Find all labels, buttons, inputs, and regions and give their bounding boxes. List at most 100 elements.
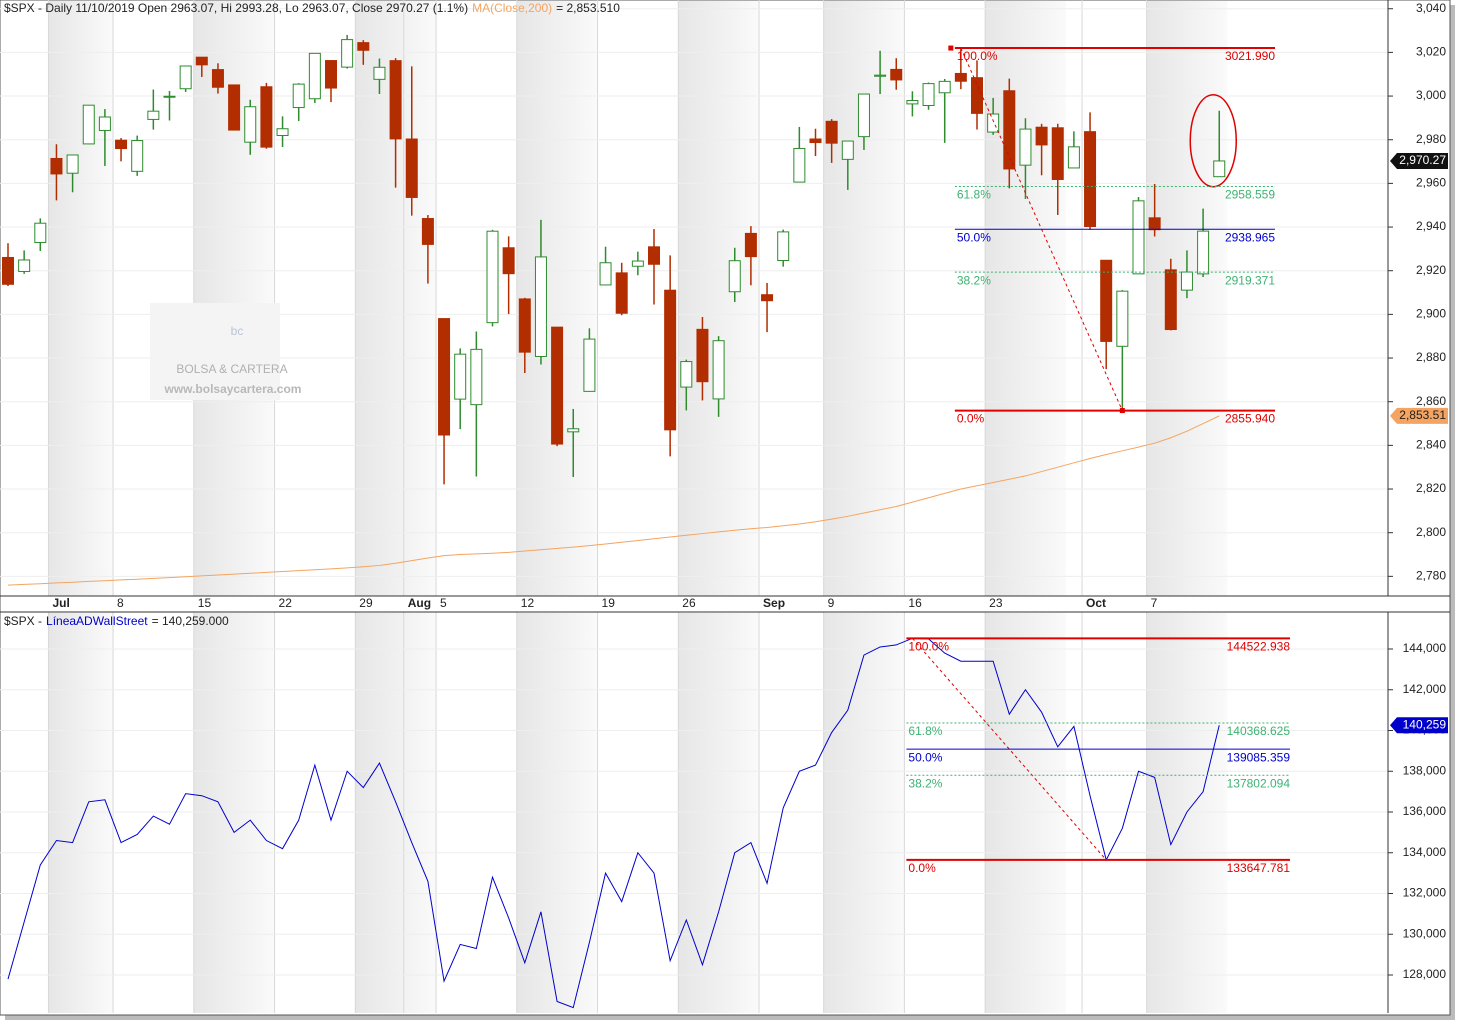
candle-body: [454, 353, 467, 400]
candle-body: [1197, 230, 1210, 275]
y-tick-label: 138,000: [1403, 763, 1447, 777]
candle-body: [567, 428, 580, 433]
candle-body: [373, 66, 386, 80]
candle-body: [34, 222, 47, 243]
x-tick-label: 19: [602, 596, 616, 610]
candle-body: [874, 74, 887, 77]
y-tick-label: 3,040: [1416, 1, 1446, 15]
candle-body: [1067, 146, 1080, 169]
fib-anchor: [948, 45, 954, 51]
candle-body: [147, 110, 160, 120]
candle-body: [115, 139, 128, 150]
x-tick-label: 22: [279, 596, 293, 610]
y-tick-label: 130,000: [1403, 926, 1447, 940]
candle-body: [793, 147, 806, 183]
y-tick-label: 128,000: [1403, 967, 1447, 981]
x-tick-label: Aug: [408, 596, 431, 610]
candle-body: [971, 77, 983, 114]
candle-body: [518, 298, 531, 353]
y-tick-label: 134,000: [1403, 845, 1447, 859]
watermark-logo: bc: [231, 324, 244, 338]
candle-body: [777, 231, 790, 262]
candle-body: [1035, 126, 1048, 146]
fib-label: 50.0%: [908, 750, 942, 764]
candle-body: [680, 361, 693, 388]
week-band: [516, 613, 598, 1013]
candle-body: [987, 113, 1000, 133]
candle-body: [583, 338, 596, 392]
price-tag: [1390, 152, 1448, 169]
candle-body: [195, 56, 208, 66]
y-tick-label: 144,000: [1403, 641, 1447, 655]
candle-body: [1132, 200, 1145, 275]
candle-body: [1148, 217, 1161, 231]
candle-body: [260, 86, 273, 148]
week-band: [193, 613, 275, 1013]
candle-body: [228, 84, 241, 131]
x-tick-label: 29: [359, 596, 373, 610]
week-band: [823, 1, 905, 596]
candle-body: [922, 83, 935, 107]
price-tag: [1390, 717, 1448, 734]
week-band: [355, 613, 437, 1013]
price-tag-label: 2,970.27: [1399, 153, 1446, 167]
fib-value-label: 2938.965: [1225, 230, 1275, 244]
candle-body: [938, 80, 951, 94]
legend-name: LíneaADWallStreet: [46, 614, 148, 628]
fib-diagonal: [912, 638, 1107, 861]
fib-label: 0.0%: [957, 412, 985, 426]
week-band: [48, 613, 114, 1013]
candle-body: [906, 100, 919, 105]
y-tick-label: 2,800: [1416, 525, 1446, 539]
candle-body: [825, 120, 838, 144]
ma-line: [7, 415, 1220, 586]
legend-name: MA(Close,200): [472, 1, 552, 15]
week-band: [678, 613, 760, 1013]
fib-value-label: 133647.781: [1227, 861, 1291, 875]
candle-body: [211, 69, 224, 88]
week-band: [678, 1, 760, 596]
candle-body: [470, 348, 483, 406]
candle-body: [341, 39, 354, 68]
candle-body: [551, 326, 564, 445]
week-band: [985, 613, 1066, 1013]
legend-value: = 140,259.000: [152, 614, 229, 628]
week-band: [1146, 613, 1228, 1013]
fib-label: 61.8%: [957, 188, 991, 202]
x-tick-label: Sep: [763, 596, 785, 610]
candle-body: [664, 289, 677, 431]
price-tag-label: 2,853.51: [1399, 408, 1446, 422]
y-tick-label: 2,920: [1416, 263, 1446, 277]
candle-body: [615, 272, 628, 314]
fib-value-label: 2919.371: [1225, 273, 1275, 287]
header-title: $SPX -: [4, 614, 42, 628]
candle-body: [66, 154, 79, 174]
candle-body: [405, 138, 418, 198]
x-tick-label: 9: [828, 596, 835, 610]
x-tick-label: 16: [908, 596, 922, 610]
x-tick-label: Oct: [1086, 596, 1106, 610]
y-tick-label: 2,860: [1416, 394, 1446, 408]
y-tick-label: 3,000: [1416, 88, 1446, 102]
candle-body: [857, 93, 870, 138]
fib-value-label: 140368.625: [1227, 724, 1291, 738]
fib-label: 0.0%: [908, 861, 936, 875]
x-tick-label: 5: [440, 596, 447, 610]
candle-body: [841, 140, 854, 160]
annotation-ellipse: [1189, 93, 1237, 188]
candle-body: [1116, 290, 1129, 347]
fib-value-label: 2855.940: [1225, 412, 1275, 426]
x-tick-label: 26: [682, 596, 696, 610]
candle-body: [502, 247, 515, 275]
candle-body: [534, 256, 547, 357]
candle-body: [890, 68, 903, 81]
fib-value-label: 144522.938: [1227, 640, 1291, 654]
legend-value: = 2,853.510: [556, 1, 620, 15]
candle-body: [728, 260, 741, 293]
fib-label: 38.2%: [957, 273, 991, 287]
candle-body: [308, 52, 321, 100]
candle-body: [421, 218, 434, 245]
fib-label: 100.0%: [908, 640, 949, 654]
y-tick-label: 2,980: [1416, 132, 1446, 146]
